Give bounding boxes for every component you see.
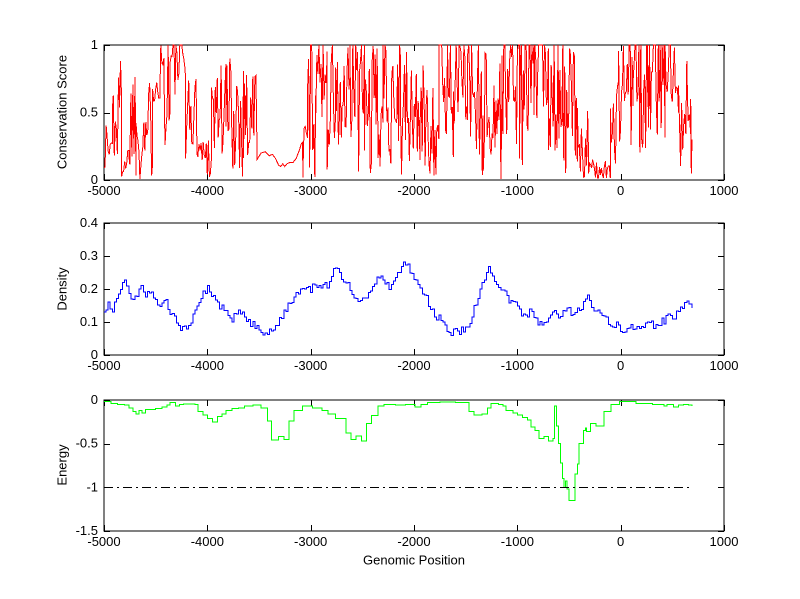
x-tick-label: -5000 xyxy=(87,183,120,198)
x-tick-label: -3000 xyxy=(294,534,327,549)
y-axis-label-density: Density xyxy=(54,267,70,311)
x-tick-label: -1000 xyxy=(501,534,534,549)
x-tick-label: 0 xyxy=(617,358,624,373)
y-axis-label-energy: Energy xyxy=(54,444,70,486)
y-tick-label: 0.4 xyxy=(80,215,98,230)
x-tick-label: -2000 xyxy=(397,183,430,198)
x-tick-label: -3000 xyxy=(294,183,327,198)
axes-box xyxy=(103,222,725,356)
axes-box xyxy=(103,399,725,532)
x-tick-label: -1000 xyxy=(501,358,534,373)
x-tick-label: -4000 xyxy=(191,534,224,549)
y-tick-label: -1 xyxy=(86,479,98,494)
x-tick-label: -4000 xyxy=(191,183,224,198)
y-tick-label: 0 xyxy=(91,347,98,362)
y-tick-label: 0 xyxy=(91,172,98,187)
energy-line xyxy=(104,401,693,501)
x-axis-label: Genomic Position xyxy=(363,552,465,568)
x-tick-label: 0 xyxy=(617,534,624,549)
x-tick-label: 1000 xyxy=(710,358,739,373)
x-tick-label: -1000 xyxy=(501,183,534,198)
x-tick-label: 0 xyxy=(617,183,624,198)
y-tick-label: 0.1 xyxy=(80,314,98,329)
x-tick-label: -3000 xyxy=(294,358,327,373)
y-tick-label: 1 xyxy=(91,37,98,52)
y-tick-label: 0.2 xyxy=(80,281,98,296)
x-tick-label: 1000 xyxy=(710,534,739,549)
x-tick-label: -2000 xyxy=(397,358,430,373)
x-tick-label: -4000 xyxy=(191,358,224,373)
x-tick-label: -2000 xyxy=(397,534,430,549)
density-line xyxy=(104,261,693,337)
x-tick-label: 1000 xyxy=(710,183,739,198)
x-tick-label: -5000 xyxy=(87,358,120,373)
y-tick-label: 0 xyxy=(91,392,98,407)
y-tick-label: -0.5 xyxy=(76,436,98,451)
conservation-score-line xyxy=(103,44,693,179)
y-tick-label: 0.5 xyxy=(80,105,98,120)
y-tick-label: -1.5 xyxy=(76,523,98,538)
y-tick-label: 0.3 xyxy=(80,248,98,263)
y-axis-label-conservation-score: Conservation Score xyxy=(54,54,70,170)
x-tick-label: -5000 xyxy=(87,534,120,549)
